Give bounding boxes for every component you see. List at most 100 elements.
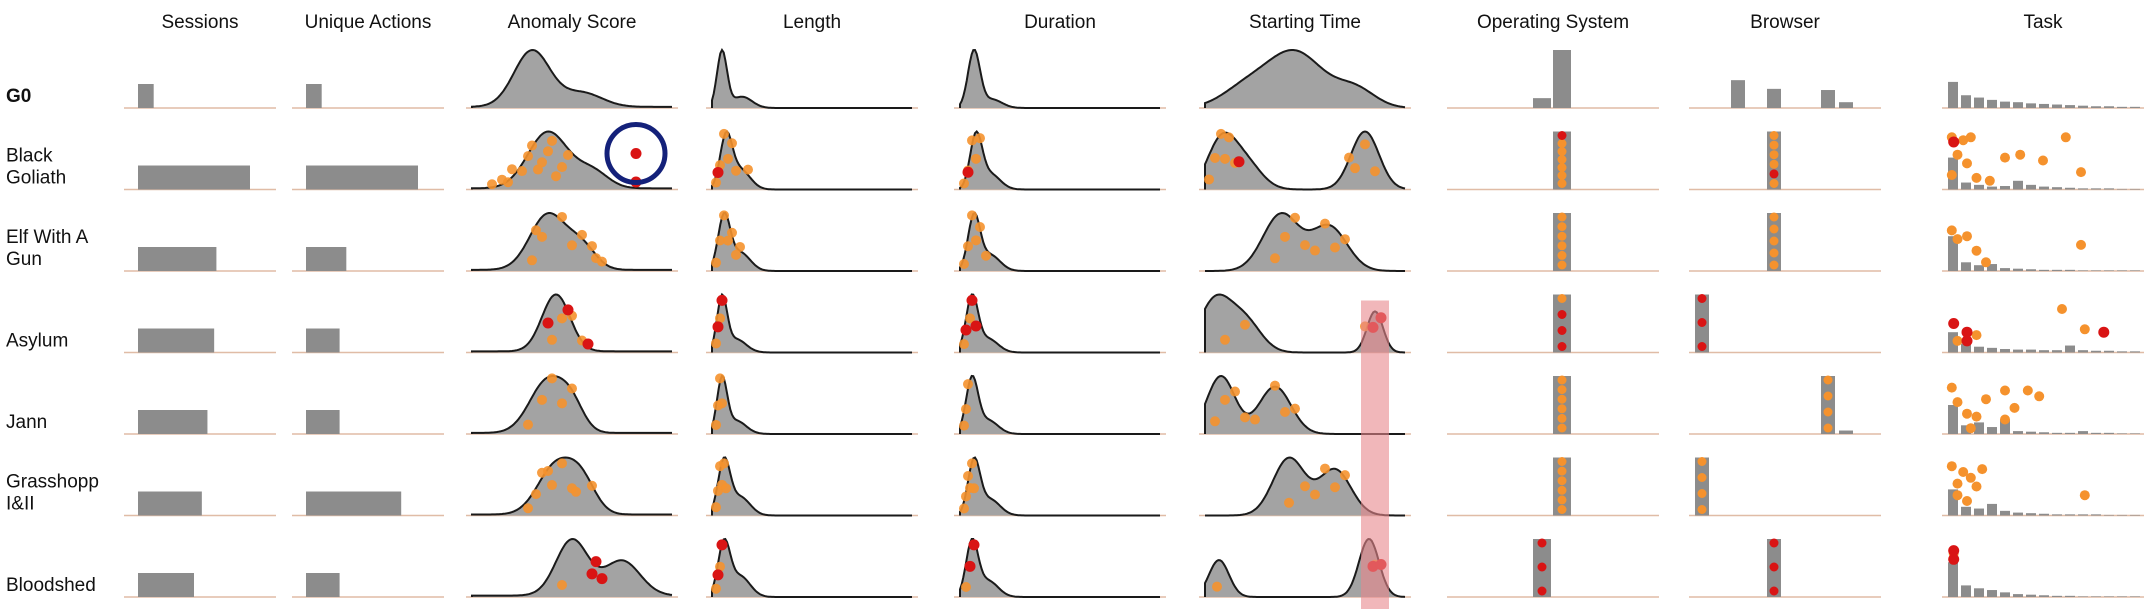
anomaly-point[interactable] (1344, 152, 1354, 163)
anomaly-point[interactable] (557, 211, 567, 222)
anomaly-point[interactable] (981, 250, 991, 261)
anomaly-point[interactable] (557, 313, 567, 324)
anomaly-point-critical[interactable] (1948, 545, 1960, 557)
anomaly-point[interactable] (1557, 131, 1567, 140)
anomaly-point[interactable] (551, 171, 561, 182)
anomaly-point[interactable] (1962, 158, 1972, 169)
anomaly-point[interactable] (1340, 234, 1350, 245)
anomaly-point[interactable] (531, 489, 541, 500)
anomaly-point-critical[interactable] (1961, 326, 1973, 338)
anomaly-point-critical[interactable] (712, 569, 724, 581)
anomaly-point[interactable] (1697, 457, 1707, 466)
anomaly-point[interactable] (1290, 212, 1300, 223)
anomaly-point-critical[interactable] (712, 321, 724, 333)
anomaly-point[interactable] (2022, 385, 2033, 396)
anomaly-point[interactable] (1210, 152, 1220, 163)
anomaly-point[interactable] (563, 150, 573, 161)
anomaly-point[interactable] (967, 458, 977, 469)
anomaly-point[interactable] (543, 465, 553, 476)
anomaly-point[interactable] (731, 249, 741, 260)
anomaly-point[interactable] (715, 313, 725, 324)
anomaly-point[interactable] (1823, 407, 1833, 417)
anomaly-point[interactable] (711, 177, 721, 188)
anomaly-point-critical[interactable] (562, 304, 574, 316)
anomaly-point[interactable] (1965, 132, 1976, 143)
anomaly-point[interactable] (961, 491, 971, 502)
anomaly-point[interactable] (711, 583, 721, 594)
anomaly-point[interactable] (1270, 380, 1280, 391)
anomaly-point[interactable] (527, 140, 537, 151)
anomaly-point[interactable] (1557, 495, 1567, 505)
anomaly-point[interactable] (547, 135, 557, 146)
anomaly-point[interactable] (1769, 538, 1779, 548)
anomaly-point[interactable] (2076, 239, 2086, 250)
anomaly-point[interactable] (1971, 330, 1982, 341)
anomaly-point[interactable] (975, 221, 985, 232)
anomaly-point-critical[interactable] (1948, 136, 1960, 148)
anomaly-point[interactable] (2034, 391, 2045, 402)
anomaly-point[interactable] (1330, 242, 1340, 253)
anomaly-point[interactable] (1952, 397, 1963, 408)
anomaly-point[interactable] (523, 419, 533, 430)
anomaly-point[interactable] (557, 398, 567, 409)
anomaly-point[interactable] (1240, 412, 1250, 423)
anomaly-point[interactable] (1557, 466, 1567, 476)
anomaly-point[interactable] (967, 135, 977, 146)
anomaly-point[interactable] (1557, 241, 1567, 251)
anomaly-point[interactable] (2015, 149, 2026, 160)
anomaly-point[interactable] (1216, 128, 1226, 139)
anomaly-point-critical[interactable] (960, 324, 972, 336)
anomaly-point[interactable] (2009, 402, 2020, 413)
anomaly-point[interactable] (587, 480, 597, 491)
anomaly-point[interactable] (1290, 403, 1300, 414)
anomaly-point[interactable] (1220, 153, 1230, 164)
anomaly-point[interactable] (1557, 250, 1567, 260)
anomaly-point[interactable] (503, 177, 513, 188)
anomaly-point[interactable] (1557, 179, 1567, 188)
anomaly-point[interactable] (1310, 489, 1320, 500)
anomaly-point[interactable] (1697, 489, 1707, 498)
anomaly-point[interactable] (543, 146, 553, 157)
anomaly-point[interactable] (1284, 497, 1294, 508)
anomaly-point[interactable] (723, 153, 733, 164)
anomaly-point-critical[interactable] (630, 148, 642, 159)
anomaly-point[interactable] (2060, 132, 2071, 143)
anomaly-point[interactable] (719, 210, 729, 221)
anomaly-point[interactable] (963, 241, 973, 252)
anomaly-point[interactable] (1769, 131, 1779, 140)
anomaly-point[interactable] (963, 379, 973, 390)
anomaly-point[interactable] (711, 257, 721, 268)
anomaly-point[interactable] (1320, 463, 1330, 474)
anomaly-point[interactable] (1769, 586, 1779, 596)
anomaly-point-critical[interactable] (542, 317, 554, 329)
anomaly-point[interactable] (1557, 404, 1567, 414)
anomaly-point[interactable] (1958, 467, 1969, 477)
anomaly-point[interactable] (1823, 375, 1833, 385)
anomaly-point[interactable] (557, 579, 567, 590)
anomaly-point[interactable] (1300, 481, 1310, 492)
anomaly-point[interactable] (507, 164, 517, 175)
anomaly-point[interactable] (2079, 490, 2090, 501)
anomaly-point[interactable] (959, 178, 969, 189)
anomaly-point[interactable] (715, 561, 725, 572)
anomaly-point[interactable] (969, 483, 979, 494)
anomaly-point[interactable] (721, 483, 731, 494)
anomaly-point[interactable] (1557, 147, 1567, 156)
anomaly-point[interactable] (1310, 245, 1320, 256)
anomaly-point[interactable] (719, 458, 729, 469)
anomaly-point[interactable] (1250, 414, 1260, 425)
anomaly-point[interactable] (1537, 562, 1547, 572)
anomaly-point[interactable] (1280, 407, 1290, 418)
anomaly-point[interactable] (959, 259, 969, 270)
anomaly-point-critical[interactable] (716, 294, 728, 306)
anomaly-point[interactable] (959, 339, 969, 350)
anomaly-point[interactable] (1270, 253, 1280, 264)
anomaly-point[interactable] (531, 225, 541, 236)
anomaly-point[interactable] (1971, 411, 1982, 422)
anomaly-point[interactable] (1823, 423, 1833, 433)
anomaly-point[interactable] (1557, 505, 1567, 514)
anomaly-point[interactable] (537, 231, 547, 242)
anomaly-point[interactable] (1984, 175, 1995, 186)
anomaly-point[interactable] (1370, 166, 1380, 177)
anomaly-point[interactable] (1769, 179, 1779, 188)
